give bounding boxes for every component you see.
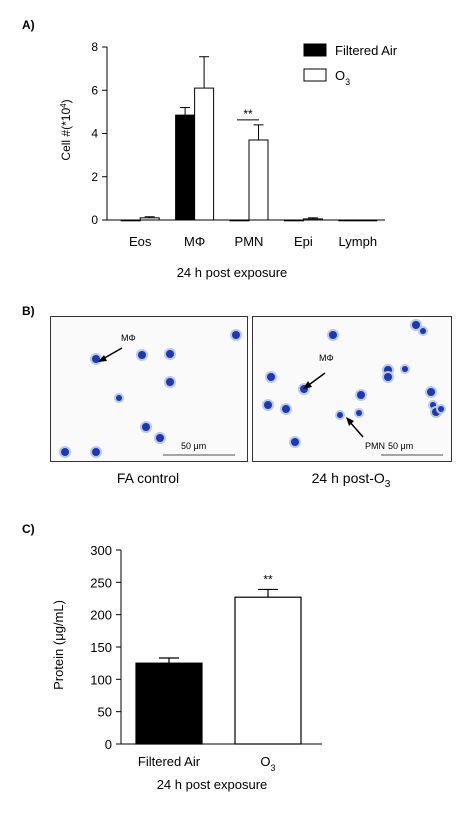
stained-cell <box>166 378 174 386</box>
arrow-head-icon <box>98 355 107 362</box>
significance-marker: ** <box>263 572 273 586</box>
stained-cell <box>427 388 435 396</box>
y-tick-label: 6 <box>91 83 98 97</box>
stained-cell <box>412 321 420 329</box>
x-axis-title: 24 h post exposure <box>177 265 288 280</box>
y-tick-label: 100 <box>90 672 112 687</box>
bar-o3 <box>234 596 302 745</box>
stained-cell <box>282 405 290 413</box>
stained-cell <box>138 351 146 359</box>
x-tick-label: MΦ <box>184 234 205 249</box>
arrow-head-icon <box>303 381 312 389</box>
bar-filtered-air-mφ <box>175 114 196 221</box>
label-pmn: PMN <box>365 441 385 451</box>
stained-cell <box>61 448 69 456</box>
stained-cell <box>402 366 408 372</box>
caption-fa-control: FA control <box>116 470 180 486</box>
y-axis-label: Protein (μg/mL) <box>51 600 66 690</box>
y-tick-label: 250 <box>90 575 112 590</box>
stained-cell <box>232 331 240 339</box>
label-macrophage: MΦ <box>121 333 136 343</box>
x-tick-label-filtered-air: Filtered Air <box>138 754 201 769</box>
caption-o3: 24 h post-O3 <box>311 470 391 490</box>
bar-filtered-air <box>135 662 203 745</box>
legend-swatch-filtered-air <box>303 43 327 57</box>
x-axis-title: 24 h post exposure <box>157 777 268 792</box>
panel-label-a: A) <box>22 18 35 32</box>
stained-cell <box>329 331 337 339</box>
stained-cell <box>92 355 100 363</box>
stained-cell <box>116 395 122 401</box>
stained-cell <box>142 423 150 431</box>
stained-cell <box>264 401 272 409</box>
x-tick-label-o3: O3 <box>260 754 275 773</box>
y-tick-label: 0 <box>91 213 98 227</box>
stained-cell <box>156 434 164 442</box>
micrograph-o3-image: MΦ PMN 50 μm <box>262 319 446 456</box>
bar-o3-pmn <box>248 139 269 221</box>
x-tick-label: Eos <box>129 234 152 249</box>
label-macrophage: MΦ <box>319 353 334 363</box>
y-tick-label: 300 <box>90 543 112 558</box>
stained-cell <box>92 448 100 456</box>
y-tick-label: 4 <box>91 127 98 141</box>
stained-cell <box>438 406 444 412</box>
protein-chart: Protein (μg/mL) 0 50 100 150 200 250 300 ** Fi… <box>51 543 322 792</box>
legend-label-o3: O3 <box>335 68 350 87</box>
stained-cell <box>337 412 343 418</box>
cell-count-chart: Cell #(*104) 0 2 4 6 8 ** Eos MΦ PMN Epi Lymph 2… <box>59 40 398 280</box>
arrow-head-icon <box>346 417 354 426</box>
bar-o3-mφ <box>194 87 215 221</box>
stained-cell <box>267 373 275 381</box>
scale-bar-label: 50 μm <box>388 441 413 451</box>
x-tick-label: Lymph <box>339 234 378 249</box>
legend-swatch-o3 <box>303 68 327 82</box>
y-tick-label: 200 <box>90 608 112 623</box>
stained-cell <box>384 373 392 381</box>
significance-marker: ** <box>243 107 253 121</box>
y-tick-label: 8 <box>91 40 98 54</box>
y-tick-label: 0 <box>105 737 112 752</box>
panel-label-b: B) <box>22 304 35 318</box>
stained-cell <box>356 410 362 416</box>
y-tick-label: 2 <box>91 170 98 184</box>
legend-label-filtered-air: Filtered Air <box>335 43 398 58</box>
stained-cell <box>357 391 365 399</box>
x-tick-label: Epi <box>294 234 313 249</box>
stained-cell <box>166 350 174 358</box>
scale-bar-label: 50 μm <box>181 441 206 451</box>
micrograph-fa-image: MΦ 50 μm <box>59 329 242 458</box>
y-tick-label: 50 <box>98 705 112 720</box>
micrograph-o3: MΦ PMN 50 μm <box>252 316 452 462</box>
stained-cell <box>420 328 426 334</box>
x-tick-label: PMN <box>235 234 264 249</box>
panel-label-c: C) <box>22 522 35 536</box>
stained-cell <box>291 438 299 446</box>
y-axis-label: Cell #(*104) <box>59 99 74 160</box>
micrograph-fa-control: MΦ 50 μm <box>50 316 248 462</box>
y-tick-label: 150 <box>90 640 112 655</box>
